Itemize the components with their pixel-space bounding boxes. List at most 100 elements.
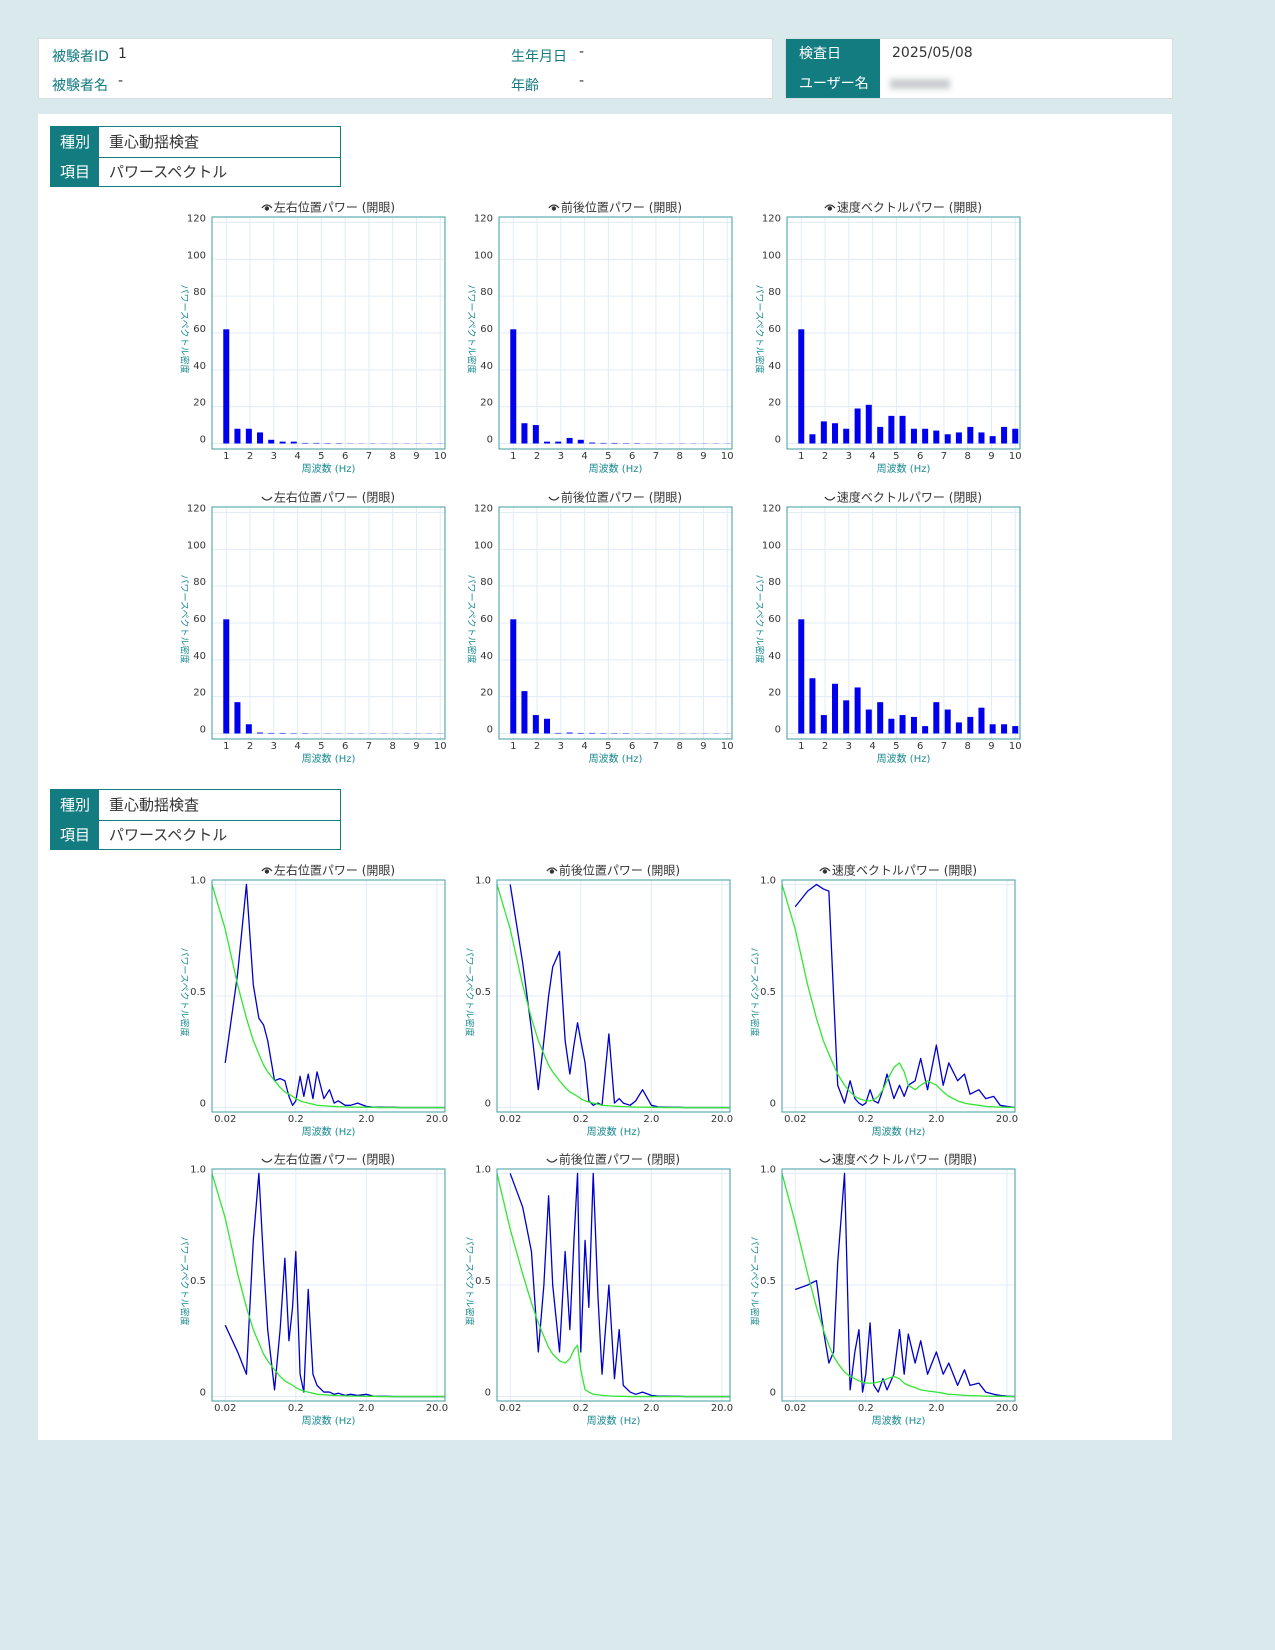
item: パワースペクトル [109,163,228,181]
bar [910,428,917,444]
y-tick-label: 0 [487,724,493,735]
y-tick-label: 1.0 [760,875,776,886]
chart-title: 左右位置パワー (閉眼) [274,490,395,505]
y-tick-label: 100 [187,250,206,261]
y-tick-label: 60 [193,614,206,625]
bar [899,715,906,734]
chart: 0 20 40 60 80 100 120 1 2 3 4 5 6 7 8 9 10 周波数 (Hz) パワースペク… [179,200,447,476]
x-tick-label: 2 [534,741,540,752]
chart: 0 0.5 1.0 0.02 0.2 2.0 20.0 周波数 (Hz) パワースペクトル密度 速… [749,864,1019,1139]
plot-frame [781,879,1016,1113]
x-tick-label: 2 [247,741,253,752]
series-line [496,884,730,1109]
chart-title: 速度ベクトルパワー (閉眼) [832,1153,977,1167]
eye-icon [548,496,560,501]
y-tick-label: 0 [775,434,781,445]
y-tick-label: 0 [200,1099,206,1110]
x-tick-label: 20.0 [426,1403,448,1414]
x-tick-label: 20.0 [711,1114,733,1125]
y-tick-label: 80 [480,287,493,298]
y-tick-label: 60 [768,614,781,625]
bar [922,428,929,444]
y-tick-label: 0 [485,1388,491,1399]
x-axis-label: 周波数 (Hz) [587,1125,641,1138]
eye-icon [549,869,555,874]
eye-icon [822,869,828,874]
chart: 0 20 40 60 80 100 120 1 2 3 4 5 6 7 8 9 10 周波数 (Hz) パワースペク… [466,490,734,766]
x-tick-label: 2 [822,451,828,462]
birth: - [579,44,585,60]
section-row: 種別 重心動揺検査 [51,790,340,821]
bar [978,432,985,444]
x-tick-label: 2.0 [358,1403,374,1414]
x-tick-label: 6 [917,741,923,752]
x-tick-label: 4 [869,451,875,462]
y-tick-label: 80 [768,287,781,298]
plot-frame [211,216,446,450]
item-label: 項目 [51,820,99,850]
x-tick-label: 10 [434,451,447,462]
y-tick-label: 0 [485,1099,491,1110]
y-tick-label: 0.5 [475,987,491,998]
series-line [794,1172,1016,1398]
bar [1012,726,1019,734]
x-tick-label: 2 [822,741,828,752]
chart-title: 左右位置パワー (閉眼) [274,1152,395,1167]
y-tick-label: 100 [762,540,781,551]
eye-icon [546,867,558,872]
series-line [496,1173,730,1398]
exam-info: 検査日 ユーザー名 2025/05/08 [785,38,1173,99]
bar [955,722,962,734]
eye-icon [819,867,831,872]
y-tick-label: 40 [480,651,493,662]
bar [510,329,517,444]
chart-title: 左右位置パワー (開眼) [274,863,395,878]
bar [268,439,275,444]
x-tick-label: 7 [366,451,372,462]
x-tick-label: 5 [318,451,324,462]
bar [798,329,805,444]
eye-icon [824,496,836,501]
eye-icon [261,204,273,209]
chart-title: 前後位置パワー (閉眼) [561,490,682,505]
y-tick-label: 0.5 [475,1276,491,1287]
y-tick-label: 60 [193,324,206,335]
y-axis-label: パワースペクトル密度 [466,575,478,664]
chart: 0 0.5 1.0 0.02 0.2 2.0 20.0 周波数 (Hz) パワースペクトル密度 前… [464,863,734,1139]
y-tick-label: 120 [474,214,493,225]
x-tick-label: 7 [366,741,372,752]
y-tick-label: 120 [762,214,781,225]
x-tick-label: 4 [294,451,300,462]
section-row: 項目 パワースペクトル [51,820,340,850]
bar [978,707,985,734]
bar [820,715,827,734]
x-tick-label: 5 [605,741,611,752]
x-tick-label: 7 [941,451,947,462]
bar [521,691,528,734]
x-tick-label: 3 [271,741,277,752]
x-tick-label: 6 [629,451,635,462]
bar [589,442,596,444]
eye-icon [551,206,557,211]
type-label: 種別 [51,127,99,157]
y-tick-label: 0 [200,434,206,445]
chart: 0 0.5 1.0 0.02 0.2 2.0 20.0 周波数 (Hz) パワースペクトル密度 速… [749,1153,1019,1428]
x-tick-label: 3 [558,451,564,462]
x-tick-label: 0.2 [858,1114,874,1125]
y-axis-label: パワースペクトル密度 [179,948,191,1037]
subject-name: - [118,73,124,89]
bar [521,423,528,444]
y-tick-label: 80 [768,577,781,588]
y-tick-label: 40 [193,361,206,372]
bar [313,442,320,444]
bar [967,716,974,734]
y-tick-label: 40 [768,361,781,372]
y-tick-label: 20 [193,688,206,699]
x-tick-label: 0.02 [784,1403,806,1414]
y-axis-label: パワースペクトル密度 [464,1237,476,1326]
y-tick-label: 1.0 [190,1164,206,1175]
x-tick-label: 0.2 [288,1403,304,1414]
item-label: 項目 [51,157,99,187]
bar [566,437,573,444]
section-row: 項目 パワースペクトル [51,157,340,187]
